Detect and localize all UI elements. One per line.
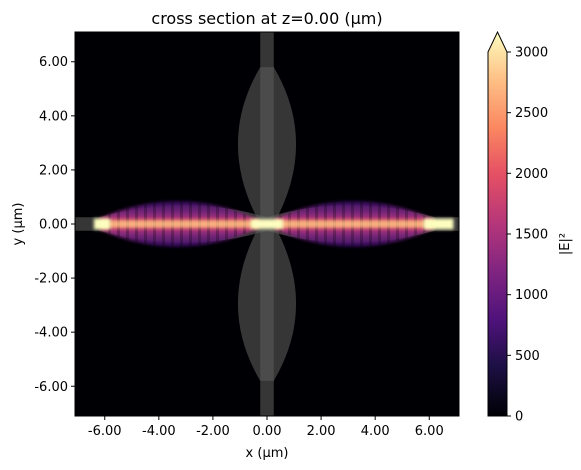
- field-core-2: [275, 220, 435, 228]
- colorbar-gradient: [487, 30, 508, 417]
- colorbar-tick-label: 2000: [515, 167, 548, 182]
- y-axis: -6.00 -4.00 -2.00 0.00 2.00 4.00 6.00: [34, 55, 75, 395]
- y-tick-label: 0.00: [39, 218, 68, 233]
- field-core-1: [99, 220, 259, 228]
- field-hotspot-2: [250, 219, 284, 229]
- y-tick-label: 4.00: [39, 109, 68, 124]
- y-axis-label: y (µm): [11, 203, 26, 246]
- field-intensity: [93, 201, 454, 247]
- plot-area: [75, 32, 459, 416]
- y-tick-label: -2.00: [34, 272, 68, 287]
- colorbar-tick-label: 1500: [515, 228, 548, 243]
- x-tick-label: 2.00: [307, 424, 336, 439]
- y-tick-label: -6.00: [34, 380, 68, 395]
- chart-title: cross section at z=0.00 (µm): [151, 9, 382, 28]
- colorbar: 0 500 1000 1500 2000 2500 3000 |E|²: [487, 30, 573, 425]
- x-tick-label: -4.00: [142, 424, 176, 439]
- colorbar-tick-label: 0: [515, 410, 523, 425]
- colorbar-tick-label: 2500: [515, 106, 548, 121]
- x-tick-label: -2.00: [196, 424, 230, 439]
- y-tick-label: -4.00: [34, 326, 68, 341]
- x-tick-label: -6.00: [88, 424, 122, 439]
- colorbar-label: |E|²: [558, 233, 573, 255]
- colorbar-tick-label: 1000: [515, 288, 548, 303]
- y-tick-label: 2.00: [39, 163, 68, 178]
- x-axis-label: x (µm): [246, 446, 289, 461]
- colorbar-ticks: 0 500 1000 1500 2000 2500 3000: [507, 46, 548, 425]
- colorbar-tick-label: 3000: [515, 46, 548, 61]
- x-tick-label: 4.00: [361, 424, 390, 439]
- field-hotspot-3: [423, 218, 454, 230]
- x-tick-label: 0.00: [253, 424, 282, 439]
- colorbar-tick-label: 500: [515, 349, 540, 364]
- field-hotspot-1: [93, 218, 111, 230]
- x-tick-label: 6.00: [415, 424, 444, 439]
- y-tick-label: 6.00: [39, 55, 68, 70]
- x-axis: -6.00 -4.00 -2.00 0.00 2.00 4.00 6.00: [88, 416, 444, 439]
